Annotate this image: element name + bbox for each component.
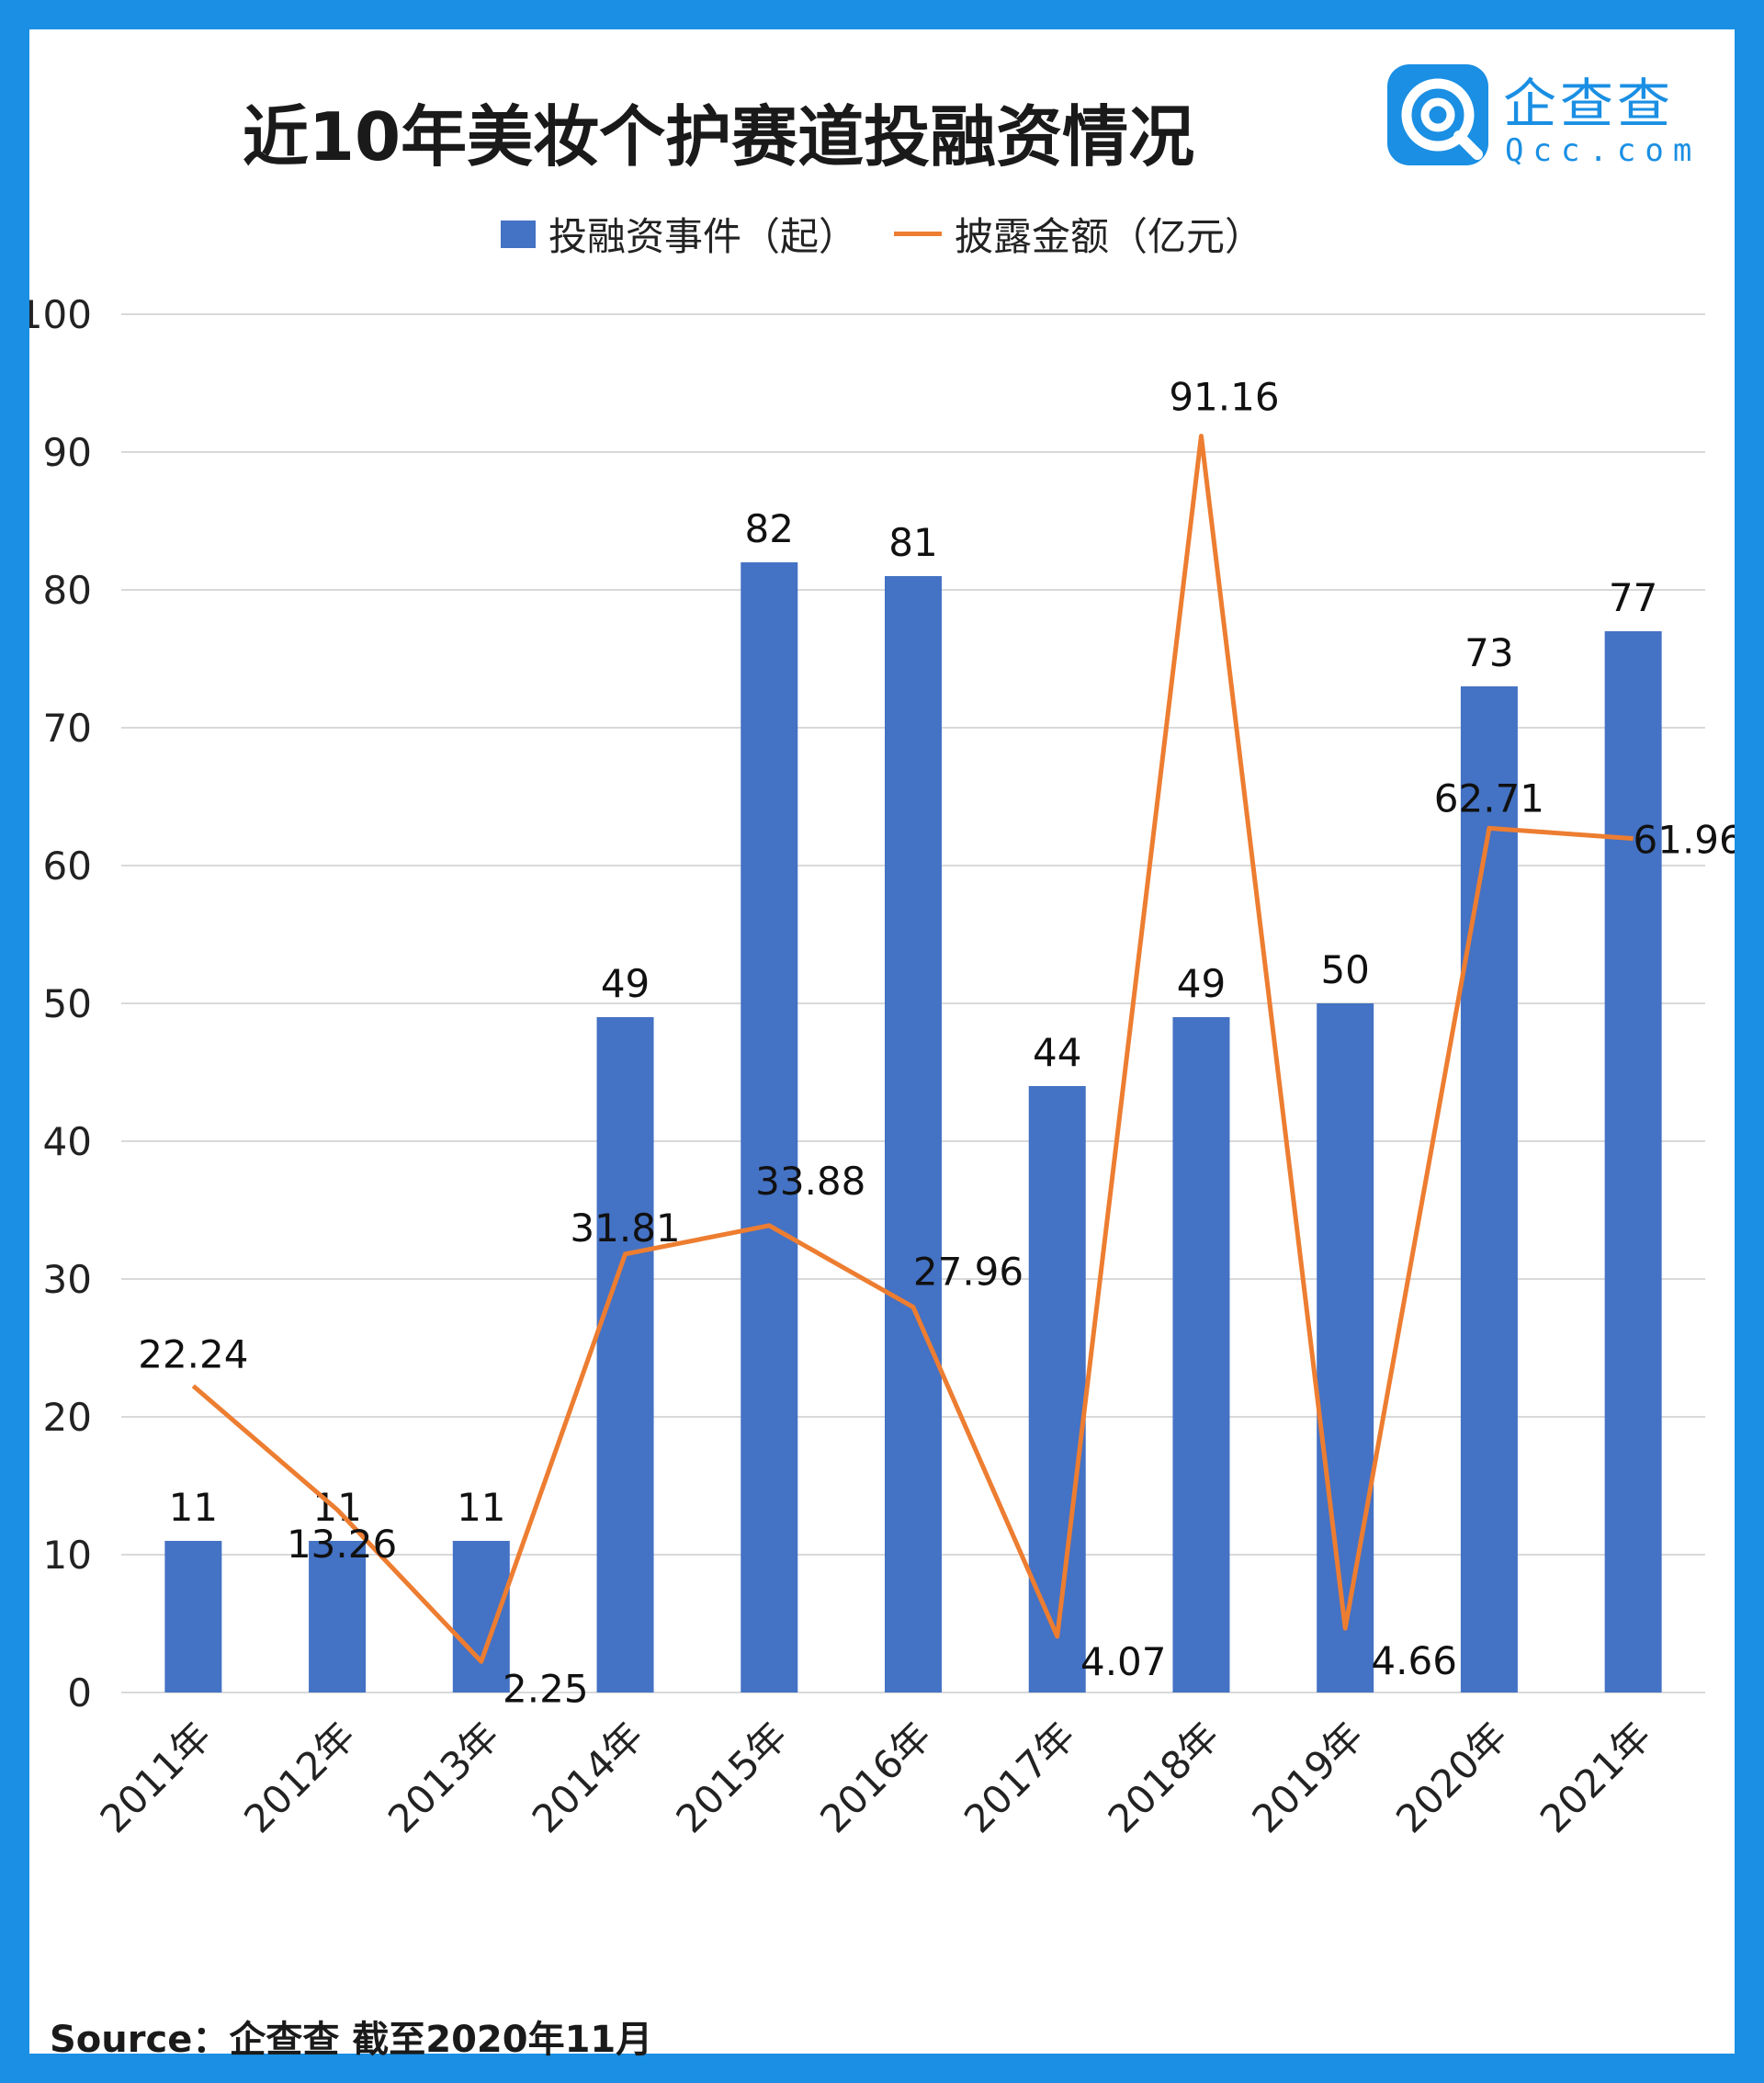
x-tick-label: 2016年	[811, 1713, 940, 1841]
line-value-label: 2.25	[503, 1666, 589, 1711]
bar	[1317, 1003, 1374, 1692]
line-value-label: 27.96	[913, 1250, 1023, 1295]
x-tick-label: 2014年	[524, 1713, 652, 1841]
bar	[741, 562, 798, 1692]
line-value-label: 33.88	[755, 1159, 865, 1204]
x-tick-label: 2018年	[1100, 1713, 1228, 1841]
bar	[309, 1541, 367, 1692]
x-tick-label: 2011年	[92, 1713, 220, 1841]
line-value-label: 13.26	[287, 1522, 397, 1567]
legend-bar-swatch	[500, 220, 536, 248]
bar-value-label: 81	[888, 520, 937, 565]
legend-item-amount: 披露金额（亿元）	[894, 206, 1263, 262]
y-tick-label: 10	[43, 1533, 92, 1578]
line-value-label: 62.71	[1434, 775, 1544, 821]
x-tick-label: 2013年	[379, 1713, 508, 1841]
legend-item-events: 投融资事件（起）	[500, 206, 857, 262]
y-tick-label: 20	[43, 1395, 92, 1440]
y-tick-label: 100	[29, 292, 92, 337]
y-tick-label: 90	[43, 430, 92, 475]
qcc-logo-icon	[1387, 64, 1488, 165]
bar-value-label: 11	[457, 1485, 505, 1530]
chart-card: 近10年美妆个护赛道投融资情况 企查查 Qcc.com 投融资事件（起） 披露金…	[29, 29, 1735, 2061]
legend-label-amount: 披露金额（亿元）	[955, 214, 1264, 259]
line-series-amount	[191, 434, 1634, 1664]
x-tick-label: 2012年	[235, 1713, 364, 1841]
y-tick-label: 60	[43, 843, 92, 889]
bar	[1028, 1086, 1086, 1692]
bar-value-label: 44	[1033, 1030, 1081, 1075]
y-tick-label: 0	[67, 1670, 92, 1715]
bar-value-label: 77	[1609, 575, 1657, 620]
bar-value-label: 73	[1464, 630, 1513, 675]
bar	[1172, 1017, 1230, 1692]
bar-value-label: 49	[601, 961, 650, 1006]
y-tick-label: 70	[43, 706, 92, 751]
line-value-label: 91.16	[1169, 375, 1279, 420]
legend: 投融资事件（起） 披露金额（亿元）	[29, 206, 1735, 262]
chart-title: 近10年美妆个护赛道投融资情况	[242, 98, 1195, 175]
y-tick-label: 40	[43, 1119, 92, 1164]
bar	[596, 1017, 654, 1692]
legend-line-swatch	[894, 232, 942, 236]
line-value-label: 4.07	[1080, 1639, 1167, 1684]
line-value-label: 31.81	[570, 1206, 680, 1251]
bar	[452, 1541, 510, 1692]
x-tick-label: 2020年	[1387, 1713, 1516, 1841]
line-value-label: 61.96	[1634, 818, 1735, 863]
x-tick-label: 2019年	[1243, 1713, 1372, 1841]
bar-value-label: 11	[169, 1485, 218, 1530]
bar	[164, 1541, 222, 1692]
x-tick-label: 2015年	[667, 1713, 796, 1841]
bar	[1604, 631, 1662, 1692]
line-value-label: 4.66	[1371, 1638, 1457, 1683]
x-tick-label: 2017年	[956, 1713, 1084, 1841]
bar	[1460, 686, 1518, 1692]
qcc-logo: 企查查 Qcc.com	[1387, 57, 1700, 176]
bar-value-label: 82	[745, 506, 794, 551]
logo-text-en: Qcc.com	[1505, 132, 1702, 169]
y-tick-label: 80	[43, 568, 92, 613]
source-note: Source：企查查 截至2020年11月	[50, 2019, 653, 2061]
legend-label-events: 投融资事件（起）	[548, 214, 857, 259]
line-value-label: 22.24	[138, 1331, 248, 1376]
bar	[885, 576, 942, 1692]
bar-value-label: 49	[1177, 961, 1226, 1006]
y-tick-label: 50	[43, 981, 92, 1026]
logo-text-cn: 企查查	[1503, 73, 1675, 135]
bar-value-label: 50	[1320, 947, 1369, 992]
y-tick-label: 30	[43, 1257, 92, 1302]
x-tick-label: 2021年	[1532, 1713, 1660, 1841]
